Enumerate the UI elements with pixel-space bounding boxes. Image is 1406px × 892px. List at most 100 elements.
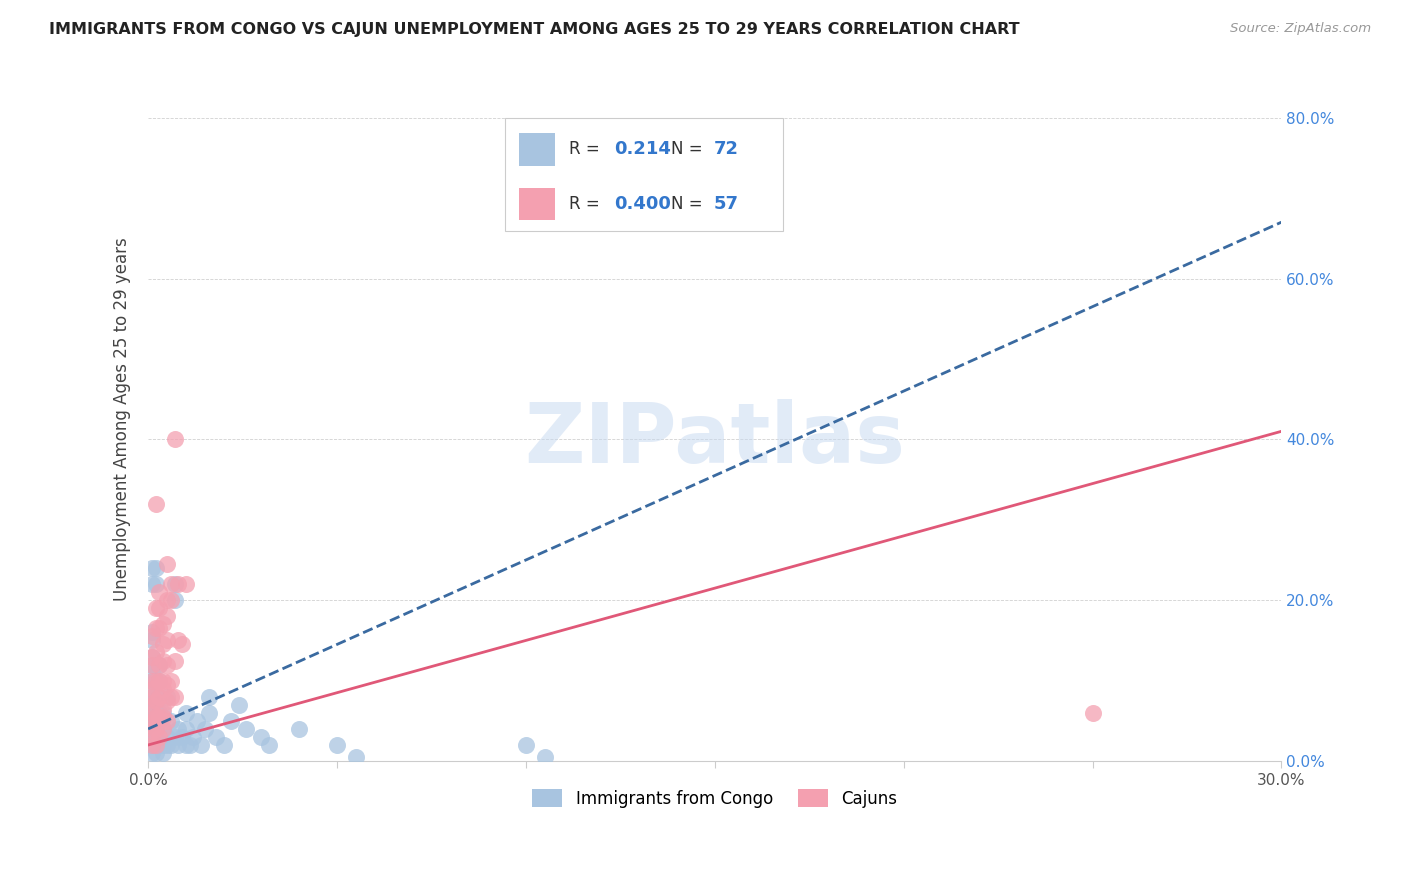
Point (156, 593, 179, 607)
Point (141, 673, 163, 688)
Point (141, 730, 163, 744)
Point (141, 649, 163, 664)
Point (152, 681, 174, 696)
Point (194, 722, 217, 736)
Point (141, 738, 163, 752)
Text: N =: N = (671, 140, 707, 158)
Point (156, 738, 179, 752)
Point (163, 577, 186, 591)
Point (141, 649, 163, 664)
Point (156, 678, 179, 692)
Point (145, 646, 167, 660)
Point (163, 730, 186, 744)
Point (156, 609, 179, 624)
Point (145, 698, 167, 712)
Point (148, 601, 170, 615)
Point (141, 746, 163, 760)
Point (156, 557, 179, 571)
Point (156, 657, 179, 672)
Point (148, 730, 170, 744)
Point (163, 654, 186, 668)
Point (145, 673, 167, 688)
Point (148, 657, 170, 672)
Point (152, 706, 174, 720)
Point (152, 673, 174, 688)
Point (148, 730, 170, 744)
Point (186, 714, 208, 728)
Point (156, 633, 179, 648)
Point (197, 706, 219, 720)
Point (250, 730, 273, 744)
Point (148, 710, 170, 724)
Point (179, 738, 201, 752)
Point (141, 633, 163, 648)
Point (167, 633, 190, 648)
Point (141, 561, 163, 575)
Point (167, 577, 190, 591)
Point (141, 681, 163, 696)
Point (163, 690, 186, 704)
Point (145, 738, 167, 752)
Point (145, 710, 167, 724)
Point (141, 629, 163, 643)
Point (174, 722, 197, 736)
Point (288, 722, 311, 736)
Text: ZIPatlas: ZIPatlas (524, 400, 905, 480)
Point (141, 673, 163, 688)
Point (326, 738, 349, 752)
Point (152, 738, 174, 752)
Point (219, 714, 242, 728)
Y-axis label: Unemployment Among Ages 25 to 29 years: Unemployment Among Ages 25 to 29 years (114, 237, 131, 601)
Point (152, 702, 174, 716)
Point (159, 738, 181, 752)
Point (145, 673, 167, 688)
Point (141, 698, 163, 712)
Point (148, 706, 170, 720)
Point (141, 657, 163, 672)
Point (145, 746, 167, 760)
Text: 0.214: 0.214 (614, 140, 671, 158)
Text: 57: 57 (714, 195, 738, 213)
Point (141, 730, 163, 744)
Point (141, 625, 163, 640)
Point (148, 673, 170, 688)
Point (145, 722, 167, 736)
Point (152, 746, 174, 760)
Point (141, 577, 163, 591)
Point (145, 722, 167, 736)
Point (141, 714, 163, 728)
Point (152, 654, 174, 668)
Point (145, 621, 167, 635)
Point (145, 577, 167, 591)
Point (148, 585, 170, 599)
Point (141, 706, 163, 720)
Point (148, 738, 170, 752)
FancyBboxPatch shape (505, 119, 783, 231)
Point (148, 714, 170, 728)
Point (141, 690, 163, 704)
Point (145, 497, 167, 511)
Point (141, 706, 163, 720)
Text: 72: 72 (714, 140, 738, 158)
Point (145, 714, 167, 728)
Point (167, 738, 190, 752)
Point (156, 730, 179, 744)
Point (533, 750, 555, 764)
Point (159, 593, 181, 607)
Point (145, 561, 167, 575)
Text: 0.400: 0.400 (614, 195, 671, 213)
Point (145, 706, 167, 720)
Point (1081, 706, 1104, 720)
Point (174, 706, 197, 720)
Point (141, 722, 163, 736)
Point (174, 577, 197, 591)
Point (344, 750, 367, 764)
Point (141, 714, 163, 728)
Point (145, 690, 167, 704)
Bar (519, 133, 555, 166)
Text: R =: R = (568, 195, 605, 213)
Point (172, 730, 194, 744)
Point (145, 738, 167, 752)
Point (141, 698, 163, 712)
Point (141, 690, 163, 704)
